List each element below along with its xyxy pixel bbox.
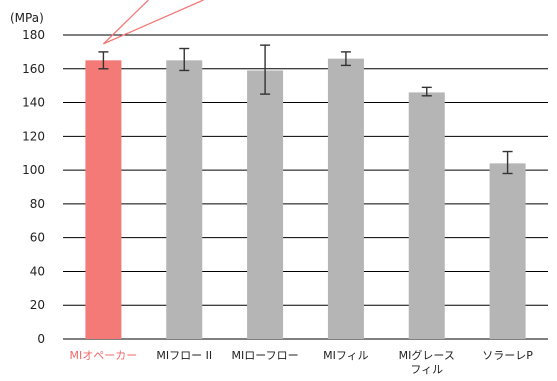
y-axis-unit-label: (MPa) <box>10 11 44 25</box>
x-category-label-1: MIフロー II <box>156 349 212 362</box>
y-tick-label-60: 60 <box>30 231 45 245</box>
bar-5 <box>489 163 526 339</box>
bar-4 <box>408 92 445 339</box>
bar-2 <box>247 70 284 339</box>
error-bar-2 <box>260 44 271 95</box>
error-bars <box>98 44 513 175</box>
error-bar-1 <box>179 47 190 72</box>
x-category-label-2: MIローフロー <box>232 349 299 362</box>
bar-0 <box>85 60 122 339</box>
y-tick-label-80: 80 <box>30 197 45 211</box>
error-bar-3 <box>340 51 351 67</box>
error-bar-5 <box>502 150 513 175</box>
y-tick-label-20: 20 <box>30 298 45 312</box>
callout-line-left <box>102 0 149 45</box>
y-tick-label-40: 40 <box>30 264 45 278</box>
x-category-label-3: MIフィル <box>323 349 369 362</box>
y-tick-label-120: 120 <box>22 129 45 143</box>
error-bar-0 <box>98 51 109 70</box>
y-tick-label-140: 140 <box>22 96 45 110</box>
x-category-label-0: MIオペーカー <box>70 349 138 362</box>
error-bar-4 <box>421 86 432 97</box>
y-tick-label-0: 0 <box>37 332 45 346</box>
callout-line-right <box>103 0 204 45</box>
y-tick-label-180: 180 <box>22 28 45 42</box>
y-tick-label-160: 160 <box>22 62 45 76</box>
y-axis-ticks: 0 20 40 60 80 100 120 140 160 180 <box>22 28 45 346</box>
x-category-label-4-line0: MIグレース <box>399 348 455 362</box>
callout <box>102 0 204 45</box>
x-category-label-4-line1: フィル <box>410 363 443 376</box>
x-category-label-5: ソラーレP <box>482 349 533 362</box>
bars <box>85 58 526 340</box>
y-tick-label-100: 100 <box>22 163 45 177</box>
bar-1 <box>166 60 203 339</box>
bar-3 <box>327 58 364 340</box>
grid-lines <box>63 34 548 340</box>
